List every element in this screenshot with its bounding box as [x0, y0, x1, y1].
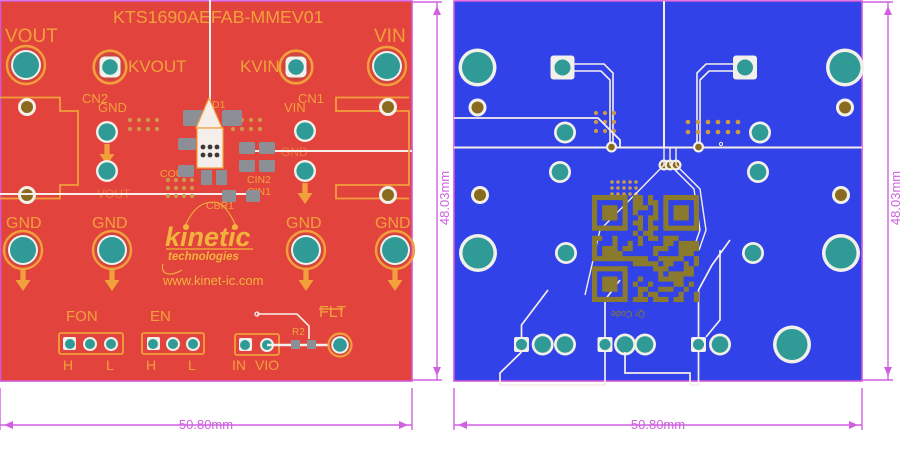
svg-text:FON: FON — [66, 308, 98, 325]
svg-text:GND: GND — [6, 215, 42, 232]
svg-text:FLT: FLT — [319, 304, 346, 321]
svg-text:EN: EN — [150, 308, 171, 325]
svg-text:GND: GND — [286, 215, 322, 232]
svg-text:VOUT: VOUT — [5, 26, 58, 47]
svg-text:KTS1690AEFAB-MMEV01: KTS1690AEFAB-MMEV01 — [113, 7, 324, 27]
svg-text:www.kinet-ic.com: www.kinet-ic.com — [162, 273, 263, 288]
svg-text:KVIN: KVIN — [240, 57, 280, 76]
svg-text:VIO: VIO — [255, 357, 279, 373]
svg-text:kinetic: kinetic — [165, 222, 251, 252]
svg-text:technologies: technologies — [168, 251, 239, 263]
svg-text:H: H — [63, 357, 73, 373]
svg-text:48.03mm: 48.03mm — [888, 171, 900, 225]
svg-text:L: L — [106, 357, 114, 373]
svg-text:GND: GND — [92, 215, 128, 232]
svg-text:R2: R2 — [292, 327, 305, 338]
svg-text:CN1: CN1 — [298, 91, 324, 106]
svg-text:IN: IN — [232, 357, 246, 373]
svg-text:CIN2: CIN2 — [247, 174, 271, 186]
svg-text:50.80mm: 50.80mm — [179, 417, 233, 432]
svg-text:Qr Code: Qr Code — [611, 309, 645, 319]
svg-text:GND: GND — [98, 100, 127, 115]
svg-text:GND: GND — [375, 215, 411, 232]
svg-text:VIN: VIN — [374, 26, 406, 47]
svg-text:KVOUT: KVOUT — [128, 57, 187, 76]
svg-text:50.80mm: 50.80mm — [631, 417, 685, 432]
svg-text:H: H — [146, 357, 156, 373]
svg-text:L: L — [188, 357, 196, 373]
svg-text:48.03mm: 48.03mm — [437, 171, 452, 225]
